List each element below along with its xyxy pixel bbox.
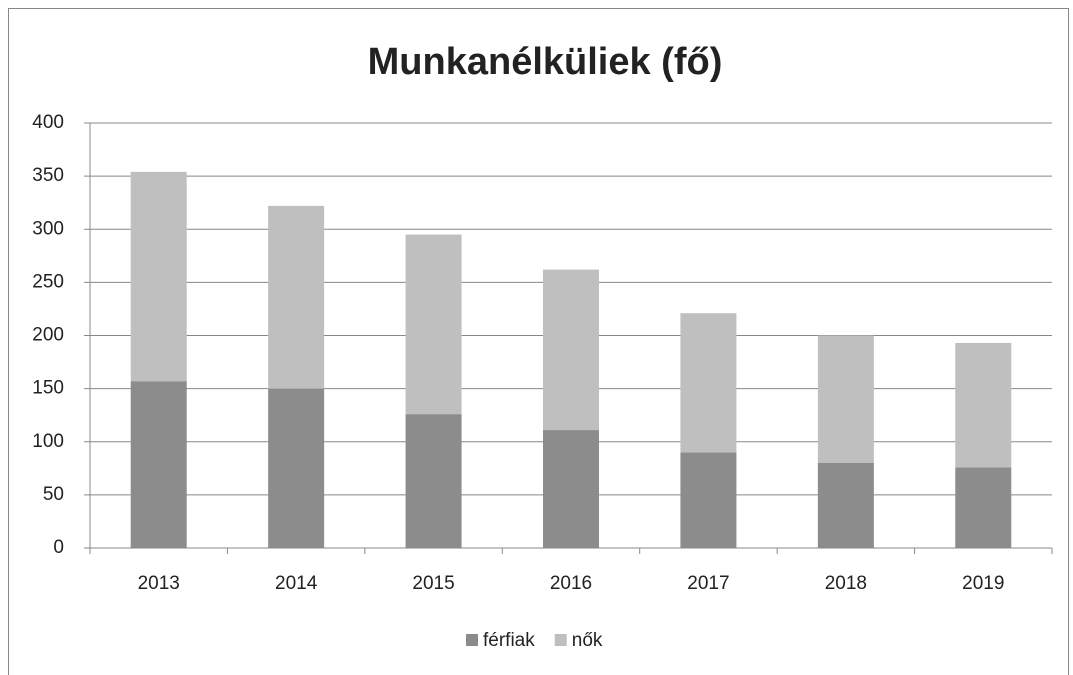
- legend-swatch: [554, 634, 567, 646]
- bar-segment: [405, 414, 462, 548]
- legend-label: nők: [572, 630, 603, 651]
- x-tick-label: 2013: [138, 573, 180, 594]
- chart-title: Munkanélküliek (fő): [368, 41, 723, 83]
- x-tick-label: 2018: [825, 573, 867, 594]
- bar-segment: [817, 335, 874, 463]
- x-tick-label: 2019: [962, 573, 1004, 594]
- x-tick-label: 2017: [687, 573, 729, 594]
- x-tick-label: 2014: [275, 573, 318, 594]
- y-tick-label: 400: [32, 112, 64, 133]
- y-tick-label: 250: [32, 271, 64, 292]
- legend-label: férfiak: [483, 630, 535, 651]
- bar-segment: [405, 234, 462, 415]
- bar-segment: [955, 467, 1012, 548]
- legend-swatch: [466, 634, 478, 646]
- x-tick-label: 2015: [412, 573, 454, 594]
- bar-segment: [955, 342, 1012, 468]
- y-tick-label: 0: [53, 537, 64, 558]
- y-tick-label: 50: [43, 484, 64, 505]
- bar-segment: [543, 269, 599, 431]
- bar-segment: [817, 463, 874, 548]
- bar-segment: [680, 313, 737, 453]
- x-tick-label: 2016: [550, 573, 592, 594]
- y-tick-label: 100: [32, 431, 64, 452]
- y-tick-label: 350: [32, 165, 64, 186]
- bar-segment: [130, 171, 187, 382]
- bar-segment: [268, 205, 325, 389]
- bar-segment: [680, 452, 737, 548]
- y-tick-label: 150: [32, 378, 64, 399]
- bar-segment: [543, 430, 599, 548]
- y-tick-label: 200: [32, 325, 64, 346]
- bar-segment: [130, 381, 187, 548]
- bar-segment: [268, 388, 325, 548]
- y-tick-label: 300: [32, 218, 64, 239]
